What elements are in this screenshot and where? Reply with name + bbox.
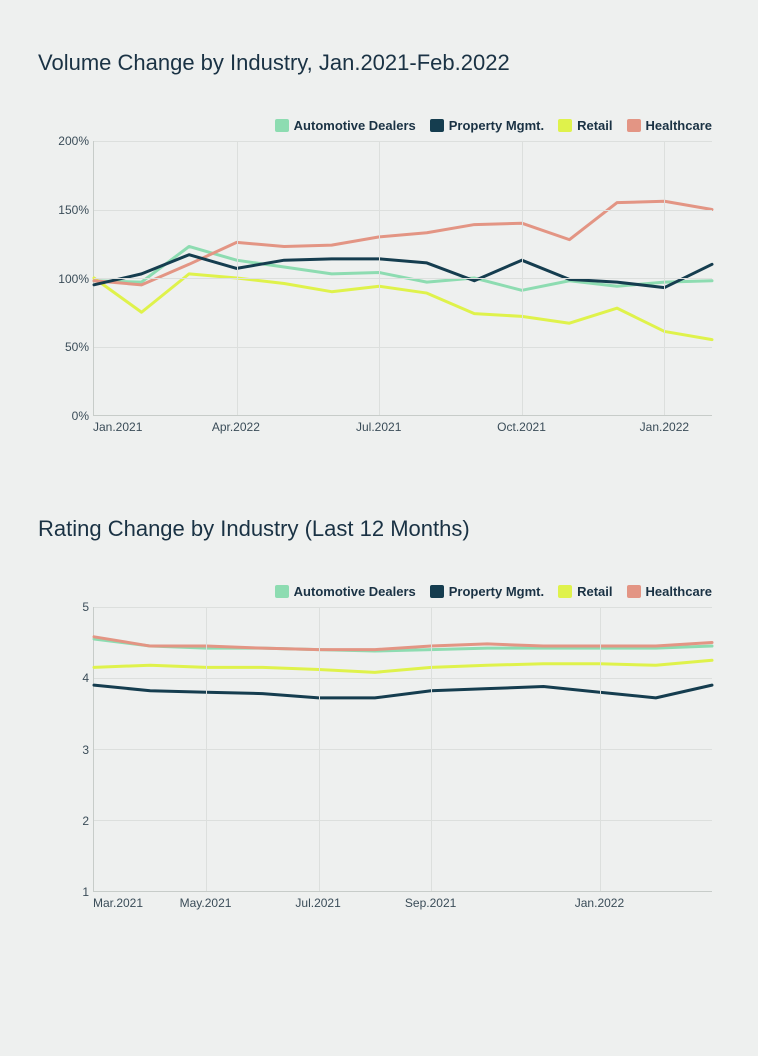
y-tick-label: 2: [82, 814, 89, 828]
gridline-vertical: [600, 607, 601, 891]
legend-item-property: Property Mgmt.: [430, 118, 544, 133]
volume-chart-block: Volume Change by Industry, Jan.2021-Feb.…: [38, 50, 720, 416]
series-line-retail: [94, 660, 712, 672]
legend-swatch: [627, 119, 641, 132]
legend-label: Automotive Dealers: [294, 584, 416, 599]
x-tick-label: Sep.2021: [405, 896, 456, 910]
gridline-horizontal: [94, 347, 712, 348]
y-tick-label: 1: [82, 885, 89, 899]
chart-title: Rating Change by Industry (Last 12 Month…: [38, 516, 720, 542]
legend-item-automotive: Automotive Dealers: [275, 584, 416, 599]
gridline-horizontal: [94, 607, 712, 608]
legend-swatch: [275, 119, 289, 132]
y-tick-label: 3: [82, 743, 89, 757]
plot-region: [93, 141, 712, 416]
x-tick-label: Jul.2021: [295, 896, 340, 910]
y-tick-label: 150%: [58, 203, 89, 217]
y-axis: 12345: [38, 607, 93, 892]
legend-swatch: [627, 585, 641, 598]
legend-item-retail: Retail: [558, 118, 612, 133]
y-axis: 0%50%100%150%200%: [38, 141, 93, 416]
y-tick-label: 50%: [65, 340, 89, 354]
gridline-vertical: [431, 607, 432, 891]
legend-label: Property Mgmt.: [449, 118, 544, 133]
series-line-healthcare: [94, 201, 712, 285]
x-tick-label: May.2021: [180, 896, 232, 910]
legend-item-automotive: Automotive Dealers: [275, 118, 416, 133]
y-tick-label: 4: [82, 671, 89, 685]
x-axis: Jan.2021 Apr.2022 Jul.2021 Oct.2021 Jan.2022: [93, 416, 712, 440]
gridline-vertical: [319, 607, 320, 891]
gridline-vertical: [237, 141, 238, 415]
legend-label: Healthcare: [646, 118, 712, 133]
series-line-property: [94, 255, 712, 288]
x-tick-label: Jan.2022: [575, 896, 624, 910]
legend-label: Healthcare: [646, 584, 712, 599]
legend-label: Retail: [577, 584, 612, 599]
legend-swatch: [430, 119, 444, 132]
legend-swatch: [430, 585, 444, 598]
y-tick-label: 200%: [58, 134, 89, 148]
chart-plot-area: 0%50%100%150%200% Jan.2021Apr.2022Jul.20…: [38, 141, 720, 416]
x-tick-label: Apr.2022: [212, 420, 260, 434]
y-tick-label: 100%: [58, 272, 89, 286]
legend-label: Property Mgmt.: [449, 584, 544, 599]
gridline-vertical: [664, 141, 665, 415]
legend-item-healthcare: Healthcare: [627, 118, 712, 133]
legend-item-healthcare: Healthcare: [627, 584, 712, 599]
legend-swatch: [275, 585, 289, 598]
chart-legend: Automotive Dealers Property Mgmt. Retail…: [38, 584, 720, 599]
chart-title: Volume Change by Industry, Jan.2021-Feb.…: [38, 50, 720, 76]
x-axis: Mar.2021 May.2021 Jul.2021 Sep.2021 Jan.2022: [93, 892, 712, 916]
gridline-vertical: [379, 141, 380, 415]
legend-swatch: [558, 119, 572, 132]
gridline-horizontal: [94, 820, 712, 821]
gridline-vertical: [206, 607, 207, 891]
chart-legend: Automotive Dealers Property Mgmt. Retail…: [38, 118, 720, 133]
gridline-horizontal: [94, 278, 712, 279]
series-line-property: [94, 685, 712, 698]
gridline-horizontal: [94, 749, 712, 750]
x-tick-label: Mar.2021: [93, 896, 143, 910]
legend-item-retail: Retail: [558, 584, 612, 599]
gridline-horizontal: [94, 141, 712, 142]
y-tick-label: 0%: [72, 409, 89, 423]
x-tick-label: Oct.2021: [497, 420, 546, 434]
legend-label: Retail: [577, 118, 612, 133]
y-tick-label: 5: [82, 600, 89, 614]
plot-region: [93, 607, 712, 892]
legend-swatch: [558, 585, 572, 598]
legend-item-property: Property Mgmt.: [430, 584, 544, 599]
gridline-horizontal: [94, 678, 712, 679]
gridline-horizontal: [94, 210, 712, 211]
gridline-vertical: [522, 141, 523, 415]
x-tick-label: Jan.2021: [93, 420, 142, 434]
rating-chart-block: Rating Change by Industry (Last 12 Month…: [38, 516, 720, 892]
x-tick-label: Jan.2022: [640, 420, 689, 434]
legend-label: Automotive Dealers: [294, 118, 416, 133]
chart-plot-area: 12345 Mar.2021May.2021Jul.2021Sep.2021Ja…: [38, 607, 720, 892]
x-tick-label: Jul.2021: [356, 420, 401, 434]
